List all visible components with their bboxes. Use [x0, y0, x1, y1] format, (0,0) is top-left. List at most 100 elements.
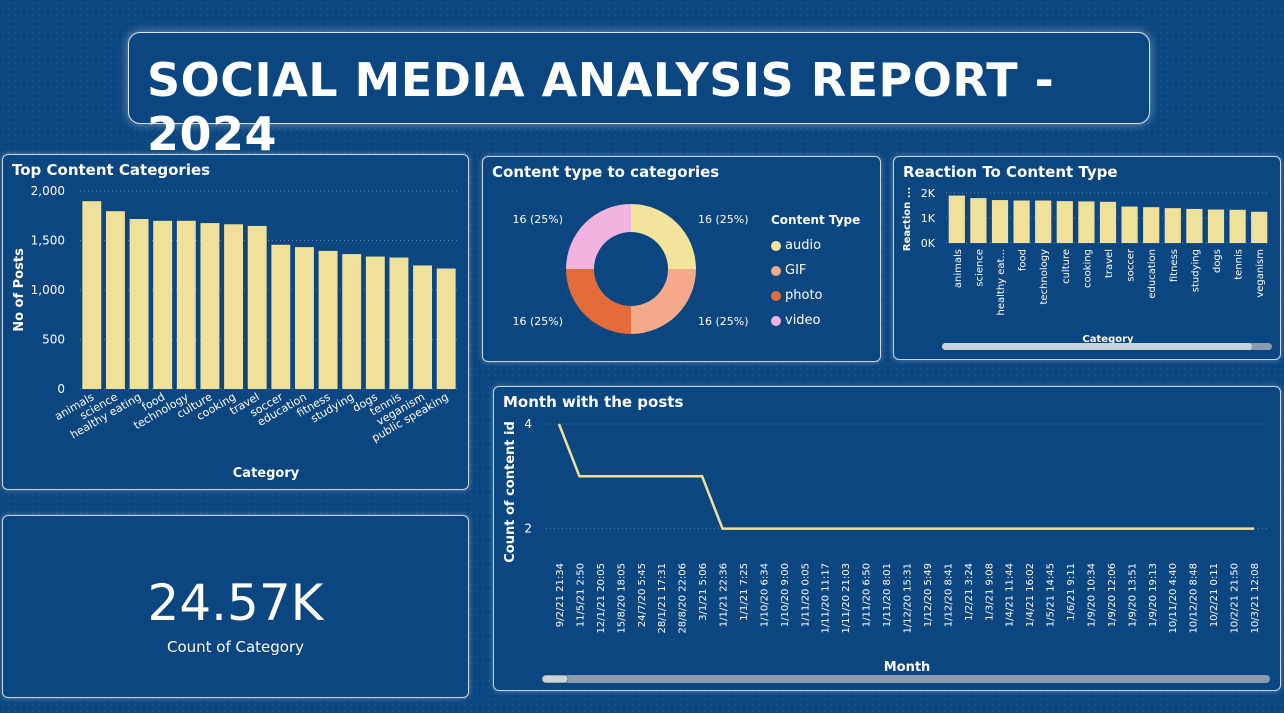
legend-dot-icon: [771, 240, 781, 251]
x-tick-label: 1/9/20 10:34: [1086, 563, 1097, 627]
series-line: [557, 423, 1254, 530]
x-tick-label: soccer: [1126, 248, 1137, 281]
bar: [129, 219, 149, 389]
legend-dot-icon: [771, 315, 781, 326]
x-tick-label: 10/11/20 4:40: [1168, 563, 1179, 634]
x-tick-label: 1/9/20 12:06: [1107, 563, 1118, 627]
bar: [389, 257, 409, 389]
bar: [200, 223, 220, 389]
bar: [970, 198, 987, 243]
x-tick-label: 1/4/21 16:02: [1025, 563, 1036, 627]
legend-label: audio: [785, 238, 822, 253]
horizontal-scrollbar-thumb[interactable]: [942, 343, 1252, 350]
content-type-legend: Content Type audio GIF photo video: [771, 213, 860, 333]
x-tick-label: 1/4/21 11:44: [1005, 563, 1016, 627]
horizontal-scrollbar-track[interactable]: [542, 675, 1270, 683]
legend-item-video[interactable]: video: [771, 308, 860, 333]
month-posts-chart[interactable]: 2 4 9/2/21 21:34 11/5/21 2:50 12/1/21 20:05 1…: [494, 387, 1280, 690]
bar: [271, 244, 291, 389]
bar: [436, 268, 456, 389]
x-tick-label: 9/2/21 21:34: [555, 563, 566, 627]
bar: [82, 201, 102, 389]
bar: [991, 200, 1009, 243]
x-tick-label: 1/11/20 0:05: [800, 563, 811, 627]
legend-title: Content Type: [771, 213, 861, 227]
kpi-label: Count of Category: [166, 638, 305, 656]
x-tick-label: 1/11/20 6:50: [862, 563, 873, 627]
top-categories-panel[interactable]: Top Content Categories 0 500 1,000 1,500 2,0…: [2, 154, 469, 490]
bar: [1229, 209, 1246, 243]
y-tick-label: 1,000: [31, 283, 65, 297]
report-title: SOCIAL MEDIA ANALYSIS REPORT - 2024: [147, 53, 1055, 161]
x-tick-label: 1/11/20 21:03: [841, 563, 852, 634]
x-tick-label: 1/5/21 14:45: [1046, 563, 1057, 627]
y-tick-label: 2,000: [31, 184, 65, 198]
slice-data-label: 16 (25%): [698, 315, 749, 328]
y-tick-label: 0: [57, 382, 65, 396]
x-tick-label: 1/9/20 13:51: [1127, 563, 1138, 627]
x-tick-label: 1/9/20 19:13: [1148, 563, 1159, 627]
bar: [948, 195, 965, 243]
reaction-panel[interactable]: Reaction To Content Type 0K 1K 2K animals sc…: [893, 156, 1281, 360]
x-tick-label: 10/2/21 0:11: [1209, 563, 1220, 627]
x-tick-label: education: [1147, 249, 1158, 299]
x-tick-label: fitness: [1169, 249, 1180, 282]
x-tick-label: veganism: [1255, 249, 1266, 298]
donut-slice-GIF: [631, 269, 696, 334]
top-categories-title: Top Content Categories: [12, 161, 211, 179]
x-tick-label: 28/8/20 22:06: [678, 563, 689, 634]
bar: [318, 250, 338, 389]
x-tick-label: 1/12/20 5:49: [923, 563, 934, 627]
bar: [105, 211, 125, 389]
legend-item-photo[interactable]: photo: [771, 283, 860, 308]
slice-data-label: 16 (25%): [512, 213, 563, 226]
x-tick-label: 1/10/20 6:34: [759, 563, 770, 627]
x-tick-label: 1/12/20 15:31: [903, 563, 914, 634]
bar: [413, 265, 433, 389]
x-tick-label: 10/3/21 12:08: [1250, 563, 1261, 634]
bar: [294, 247, 314, 389]
x-tick-label: 11/5/21 2:50: [575, 563, 586, 627]
month-posts-panel[interactable]: Month with the posts 2 4 9/2/21 21:34 11/5/…: [493, 386, 1281, 691]
x-tick-label: 1/12/20 8:41: [943, 563, 954, 627]
x-tick-label: travel: [1104, 249, 1115, 278]
legend-item-audio[interactable]: audio: [771, 233, 860, 258]
x-tick-label: 1/1/21 22:36: [719, 563, 730, 627]
bar: [247, 225, 267, 389]
legend-item-GIF[interactable]: GIF: [771, 258, 860, 283]
x-tick-label: 1/1/21 7:25: [739, 563, 750, 621]
legend-dot-icon: [771, 290, 781, 301]
reaction-title: Reaction To Content Type: [903, 163, 1118, 181]
x-tick-label: culture: [1061, 249, 1072, 284]
bar: [224, 224, 244, 389]
y-axis-label: No of Posts: [12, 248, 27, 332]
donut-slice-video: [566, 204, 631, 269]
kpi-card[interactable]: 24.57K Count of Category: [2, 515, 469, 698]
y-axis-label: Count of content id: [503, 421, 518, 563]
x-tick-label: studying: [1190, 249, 1201, 292]
y-tick-label: 4: [524, 417, 532, 431]
horizontal-scrollbar-thumb[interactable]: [541, 674, 569, 684]
x-tick-label: 3/1/21 5:06: [698, 563, 709, 621]
bar: [1186, 208, 1203, 243]
x-tick-label: 28/1/21 17:31: [657, 563, 668, 634]
x-tick-label: 1/3/21 9:08: [984, 563, 995, 621]
donut-slice-audio: [631, 204, 696, 269]
y-axis-label: Reaction ...: [902, 187, 913, 251]
bar: [1121, 206, 1138, 243]
bar: [1251, 211, 1268, 243]
y-tick-label: 1,500: [31, 234, 65, 248]
y-tick-label: 0K: [921, 237, 936, 250]
report-title-box: SOCIAL MEDIA ANALYSIS REPORT - 2024: [128, 32, 1150, 161]
bar: [1056, 201, 1073, 243]
top-categories-chart[interactable]: 05001,0001,5002,000animalssciencehealthy…: [3, 155, 468, 489]
x-tick-label: animals: [953, 249, 964, 288]
kpi-value: 24.57K: [147, 574, 324, 632]
content-type-panel[interactable]: Content type to categories 16 (25%) 16 (2…: [482, 156, 881, 362]
content-type-donut-chart[interactable]: 16 (25%) 16 (25%) 16 (25%) 16 (25%): [483, 157, 768, 361]
bar: [1078, 201, 1095, 243]
bar: [1143, 207, 1160, 243]
bar: [176, 220, 196, 389]
x-tick-label: 10/2/21 21:50: [1230, 563, 1241, 634]
